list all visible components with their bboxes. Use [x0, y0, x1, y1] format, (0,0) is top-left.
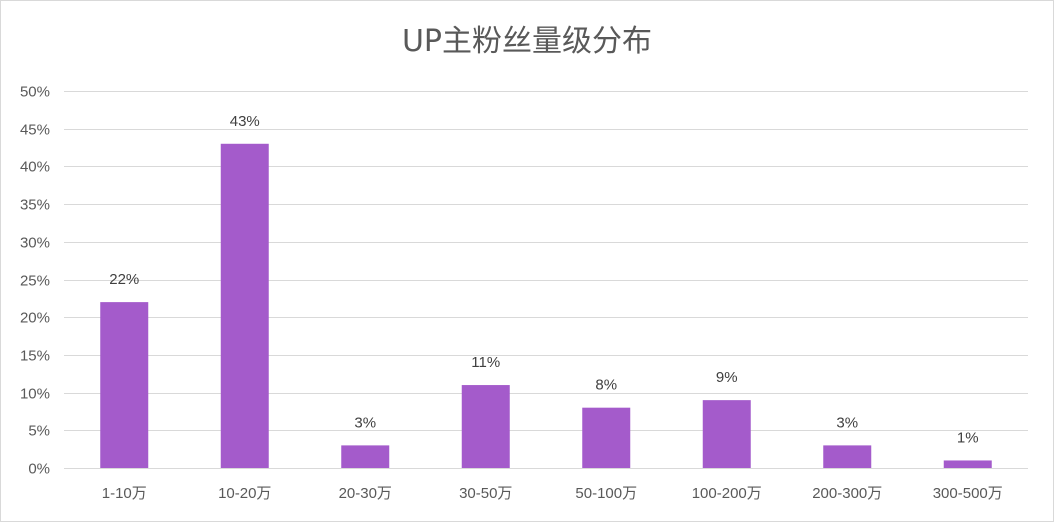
bar	[582, 407, 631, 468]
y-tick-label: 20%	[20, 310, 50, 327]
data-label: 11%	[471, 354, 500, 371]
y-tick-label: 45%	[20, 122, 50, 139]
y-tick-label: 10%	[20, 386, 50, 403]
data-label: 43%	[230, 113, 260, 130]
y-tick-label: 0%	[28, 461, 50, 478]
bar	[461, 385, 510, 468]
bar	[702, 400, 751, 468]
data-label: 1%	[957, 429, 979, 446]
chart-title: UP主粉丝量级分布	[401, 24, 653, 59]
data-label: 22%	[109, 271, 139, 288]
x-tick-label: 10-20万	[218, 485, 271, 502]
x-tick-label: 100-200万	[692, 485, 762, 502]
x-tick-label: 1-10万	[102, 485, 147, 502]
data-label: 3%	[354, 414, 376, 431]
data-label: 3%	[836, 414, 858, 431]
x-tick-label: 300-500万	[933, 485, 1003, 502]
data-label: 9%	[716, 369, 738, 386]
bar	[220, 143, 269, 468]
y-tick-label: 50%	[20, 84, 50, 101]
data-label: 8%	[595, 377, 617, 394]
bar	[943, 460, 992, 468]
bar	[823, 445, 872, 468]
y-tick-label: 40%	[20, 159, 50, 176]
x-tick-label: 20-30万	[339, 485, 392, 502]
y-tick-label: 15%	[20, 348, 50, 365]
y-tick-label: 5%	[28, 423, 50, 440]
x-tick-label: 30-50万	[459, 485, 512, 502]
bar	[100, 302, 149, 468]
x-tick-label: 200-300万	[812, 485, 882, 502]
y-tick-label: 35%	[20, 197, 50, 214]
bar	[341, 445, 390, 468]
x-tick-label: 50-100万	[575, 485, 637, 502]
y-tick-label: 30%	[20, 235, 50, 252]
y-tick-label: 25%	[20, 273, 50, 290]
